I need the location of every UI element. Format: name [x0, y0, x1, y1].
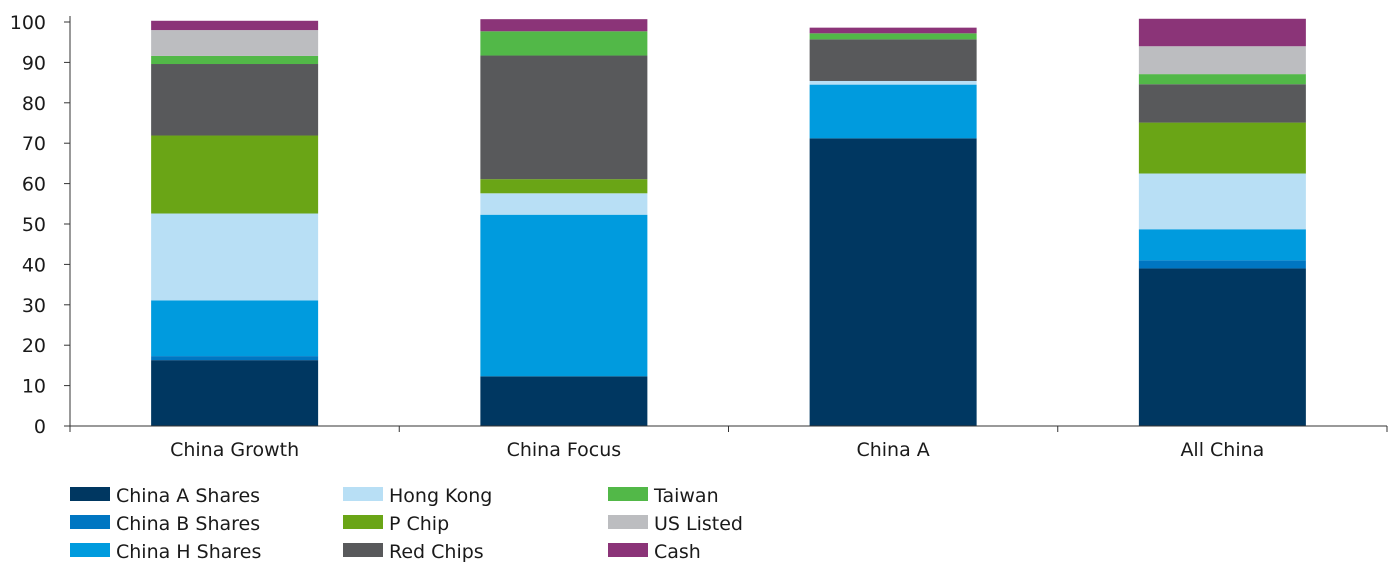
y-tick-label: 90 [22, 52, 46, 74]
bar-segment-cash [151, 20, 319, 31]
bar-segment-china-b-shares [1138, 260, 1306, 269]
y-axis: 0 10 20 30 40 50 60 70 80 90 100 [10, 12, 71, 438]
legend-item: Hong Kong [343, 485, 492, 507]
legend-item: China A Shares [70, 485, 260, 507]
legend-item: Red Chips [343, 541, 484, 563]
bar-segment-china-a-shares [480, 376, 648, 426]
bar-segment-p-chip [480, 179, 648, 194]
bar-segment-china-a-shares [1138, 268, 1306, 426]
bar-segment-china-h-shares [809, 84, 977, 139]
y-tick-label: 0 [34, 416, 46, 438]
bar-segment-hong-kong [151, 213, 319, 301]
legend-swatch [608, 515, 648, 529]
bar-segment-taiwan [480, 31, 648, 56]
y-tick-label: 70 [22, 133, 46, 155]
bar-segment-cash [480, 19, 648, 32]
bar-segment-cash [1138, 18, 1306, 47]
legend-swatch [608, 543, 648, 557]
bar-segment-hong-kong [809, 80, 977, 85]
bar-segment-red-chips [151, 64, 319, 136]
legend-label: Taiwan [653, 485, 719, 507]
legend-swatch [608, 487, 648, 501]
legend-label: US Listed [654, 513, 743, 535]
y-tick-label: 40 [22, 254, 46, 276]
bar-segment-us-listed [151, 30, 319, 56]
legend-swatch [70, 487, 110, 501]
y-tick-label: 100 [10, 12, 46, 34]
bar-segment-us-listed [1138, 46, 1306, 75]
legend-swatch [343, 543, 383, 557]
x-tick-label: China Growth [170, 439, 299, 461]
y-tick-label: 50 [22, 214, 46, 236]
bar-segment-china-h-shares [1138, 229, 1306, 261]
x-tick-label: China Focus [507, 439, 622, 461]
legend-item: US Listed [608, 513, 743, 535]
legend-label: China A Shares [116, 485, 260, 507]
bars [151, 18, 1306, 427]
y-tick-label: 80 [22, 93, 46, 115]
y-tick-label: 60 [22, 174, 46, 196]
bar-segment-china-b-shares [151, 356, 319, 361]
x-axis: China Growth China Focus China A All China [69, 425, 1388, 461]
bar-segment-cash [809, 27, 977, 34]
bar-segment-taiwan [151, 55, 319, 65]
y-tick-label: 10 [22, 376, 46, 398]
legend-label: China H Shares [116, 541, 261, 563]
legend-item: Taiwan [608, 485, 719, 507]
bar-segment-p-chip [151, 135, 319, 214]
bar-segment-red-chips [480, 55, 648, 180]
bar-segment-red-chips [809, 39, 977, 81]
legend-label: Cash [654, 541, 701, 563]
legend-swatch [70, 515, 110, 529]
bar-segment-hong-kong [1138, 173, 1306, 230]
bar-segment-p-chip [1138, 122, 1306, 174]
legend-swatch [343, 515, 383, 529]
bar-segment-china-h-shares [151, 300, 319, 357]
legend-label: P Chip [389, 513, 449, 535]
legend-item: P Chip [343, 513, 449, 535]
legend-item: Cash [608, 541, 701, 563]
bar-segment-red-chips [1138, 84, 1306, 123]
bar-segment-china-a-shares [809, 138, 977, 427]
legend-swatch [343, 487, 383, 501]
legend-label: China B Shares [116, 513, 260, 535]
legend-item: China B Shares [70, 513, 260, 535]
bar-segment-china-h-shares [480, 214, 648, 377]
y-tick-label: 30 [22, 295, 46, 317]
y-tick-label: 20 [22, 335, 46, 357]
legend-item: China H Shares [70, 541, 261, 563]
legend-label: Red Chips [389, 541, 484, 563]
bar-segment-taiwan [1138, 74, 1306, 85]
bar-segment-hong-kong [480, 193, 648, 215]
bar-segment-taiwan [809, 33, 977, 40]
legend-swatch [70, 543, 110, 557]
legend: China A Shares China B Shares China H Shar… [70, 485, 743, 563]
x-tick-label: China A [856, 439, 929, 461]
x-tick-label: All China [1180, 439, 1264, 461]
legend-label: Hong Kong [389, 485, 492, 507]
bar-segment-china-a-shares [151, 360, 319, 426]
